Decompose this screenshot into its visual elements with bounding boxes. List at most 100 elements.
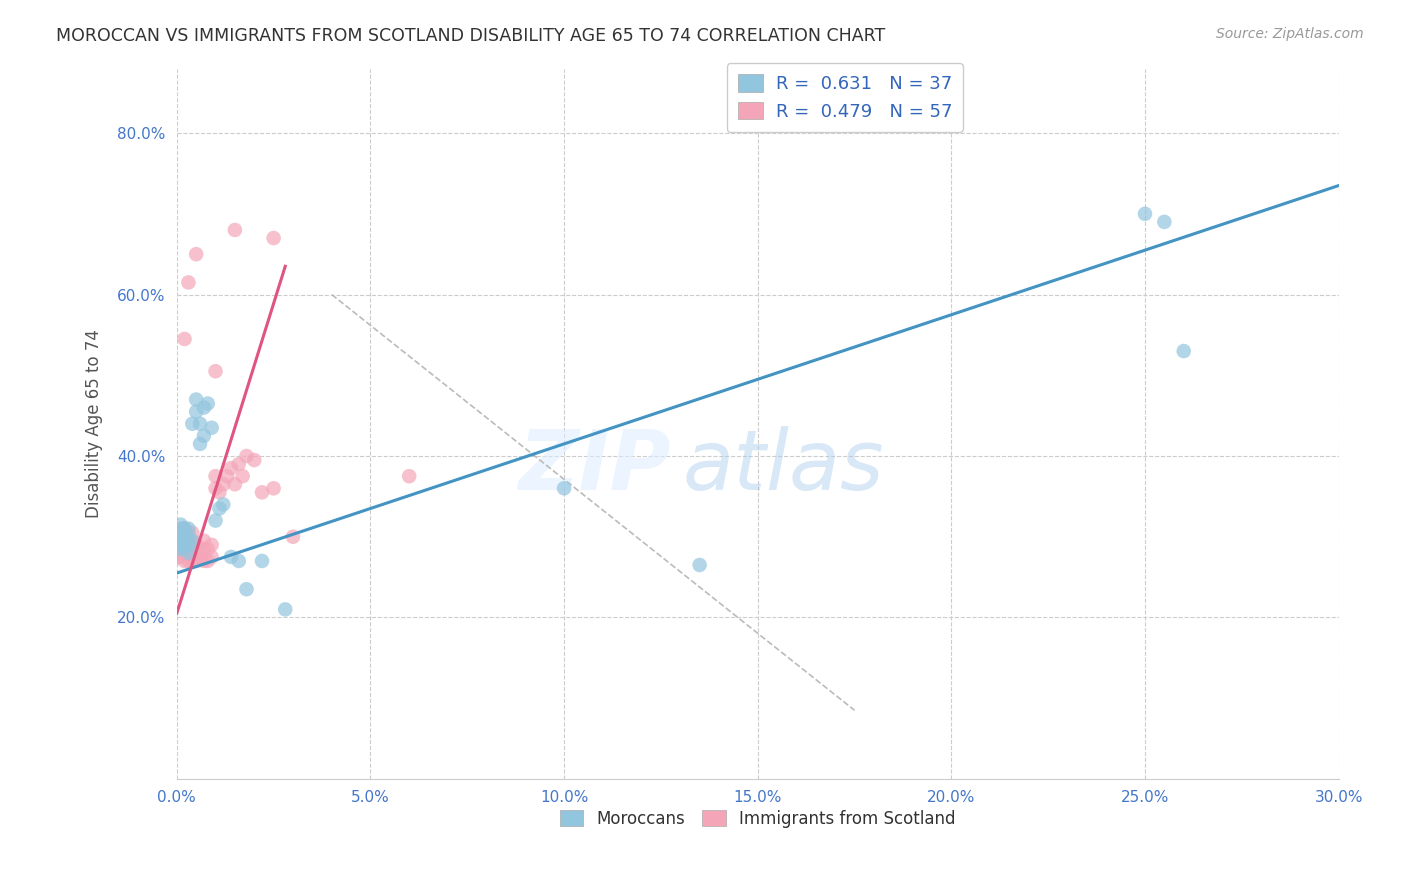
Point bbox=[186, 554, 208, 568]
Point bbox=[217, 469, 239, 483]
Point bbox=[204, 514, 226, 528]
Point bbox=[281, 530, 304, 544]
Point bbox=[173, 332, 195, 346]
Point bbox=[173, 533, 195, 548]
Point bbox=[170, 533, 193, 548]
Point bbox=[204, 364, 226, 378]
Point bbox=[224, 477, 246, 491]
Point bbox=[167, 541, 190, 556]
Point bbox=[173, 554, 195, 568]
Point bbox=[208, 485, 231, 500]
Point bbox=[219, 549, 242, 564]
Point bbox=[170, 517, 193, 532]
Point bbox=[188, 437, 211, 451]
Point bbox=[193, 533, 215, 548]
Point bbox=[197, 396, 219, 410]
Point bbox=[689, 558, 711, 572]
Point bbox=[173, 541, 195, 556]
Point bbox=[243, 453, 266, 467]
Point bbox=[204, 469, 226, 483]
Legend: Moroccans, Immigrants from Scotland: Moroccans, Immigrants from Scotland bbox=[554, 803, 962, 835]
Point bbox=[186, 538, 208, 552]
Point bbox=[167, 525, 190, 540]
Point bbox=[553, 481, 575, 495]
Point bbox=[201, 421, 224, 435]
Point bbox=[212, 498, 235, 512]
Point bbox=[181, 546, 204, 560]
Point bbox=[181, 525, 204, 540]
Point bbox=[181, 417, 204, 431]
Point bbox=[197, 554, 219, 568]
Point bbox=[173, 533, 195, 548]
Point bbox=[177, 538, 200, 552]
Point bbox=[193, 541, 215, 556]
Point bbox=[169, 549, 191, 564]
Point bbox=[172, 533, 194, 548]
Point bbox=[201, 538, 224, 552]
Point bbox=[172, 525, 194, 540]
Point bbox=[170, 546, 193, 560]
Point bbox=[177, 522, 200, 536]
Point bbox=[177, 525, 200, 540]
Point bbox=[250, 485, 273, 500]
Point bbox=[167, 533, 190, 548]
Point bbox=[274, 602, 297, 616]
Text: atlas: atlas bbox=[682, 425, 884, 507]
Point bbox=[177, 554, 200, 568]
Point bbox=[167, 541, 190, 556]
Point bbox=[235, 449, 257, 463]
Y-axis label: Disability Age 65 to 74: Disability Age 65 to 74 bbox=[86, 329, 103, 518]
Point bbox=[193, 429, 215, 443]
Point bbox=[173, 530, 195, 544]
Point bbox=[173, 530, 195, 544]
Point bbox=[212, 477, 235, 491]
Point bbox=[193, 401, 215, 415]
Point bbox=[224, 223, 246, 237]
Point bbox=[177, 546, 200, 560]
Point bbox=[169, 525, 191, 540]
Point bbox=[170, 530, 193, 544]
Text: ZIP: ZIP bbox=[517, 425, 671, 507]
Point bbox=[170, 538, 193, 552]
Point bbox=[170, 525, 193, 540]
Point bbox=[186, 392, 208, 407]
Point bbox=[1153, 215, 1175, 229]
Point bbox=[235, 582, 257, 597]
Point bbox=[188, 549, 211, 564]
Point bbox=[172, 541, 194, 556]
Point bbox=[188, 417, 211, 431]
Point bbox=[263, 231, 285, 245]
Point bbox=[228, 457, 250, 471]
Point bbox=[250, 554, 273, 568]
Point bbox=[208, 501, 231, 516]
Point bbox=[177, 276, 200, 290]
Point bbox=[172, 538, 194, 552]
Text: Source: ZipAtlas.com: Source: ZipAtlas.com bbox=[1216, 27, 1364, 41]
Point bbox=[170, 522, 193, 536]
Point bbox=[181, 554, 204, 568]
Point bbox=[181, 533, 204, 548]
Point bbox=[177, 533, 200, 548]
Point bbox=[176, 533, 198, 548]
Point bbox=[1173, 344, 1195, 359]
Point bbox=[193, 554, 215, 568]
Point bbox=[172, 522, 194, 536]
Point bbox=[186, 404, 208, 418]
Point bbox=[167, 549, 190, 564]
Point bbox=[176, 546, 198, 560]
Point bbox=[186, 247, 208, 261]
Point bbox=[219, 461, 242, 475]
Point bbox=[177, 530, 200, 544]
Point bbox=[1133, 207, 1156, 221]
Point bbox=[204, 481, 226, 495]
Point bbox=[201, 549, 224, 564]
Point bbox=[173, 541, 195, 556]
Point bbox=[173, 522, 195, 536]
Point bbox=[398, 469, 420, 483]
Point bbox=[186, 546, 208, 560]
Text: MOROCCAN VS IMMIGRANTS FROM SCOTLAND DISABILITY AGE 65 TO 74 CORRELATION CHART: MOROCCAN VS IMMIGRANTS FROM SCOTLAND DIS… bbox=[56, 27, 886, 45]
Point bbox=[177, 546, 200, 560]
Point bbox=[173, 522, 195, 536]
Point bbox=[228, 554, 250, 568]
Point bbox=[263, 481, 285, 495]
